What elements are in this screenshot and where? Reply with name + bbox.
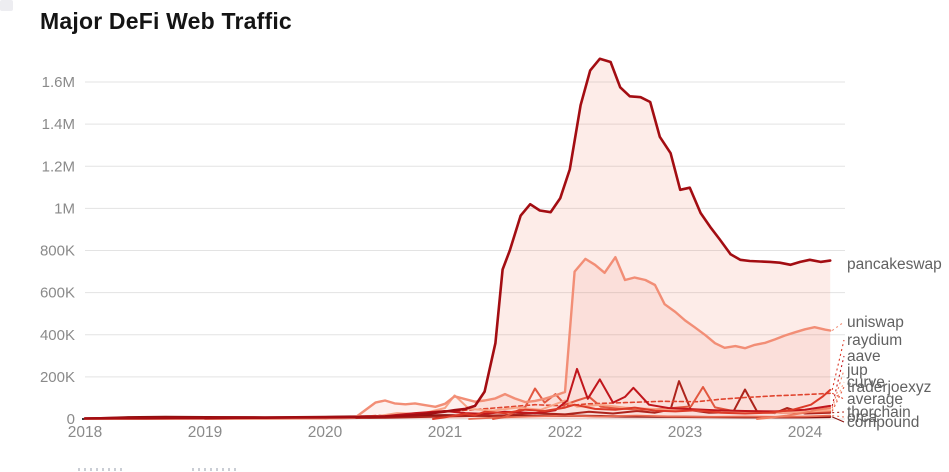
series-label-curve[interactable]: curve <box>847 374 885 391</box>
y-tick-800K: 800K <box>40 243 75 260</box>
series-area-uniswap <box>85 257 831 419</box>
series-area-pancakeswap <box>85 58 831 420</box>
y-tick-400K: 400K <box>40 327 75 344</box>
cutoff-text-fragment <box>78 468 124 471</box>
series-line-aave[interactable] <box>84 367 832 420</box>
y-tick-0: 0 <box>67 411 75 428</box>
y-tick-1.4M: 1.4M <box>42 116 75 133</box>
y-tick-1.6M: 1.6M <box>42 74 75 91</box>
series-label-pancakeswap[interactable]: pancakeswap <box>847 256 942 273</box>
leader-line-orca <box>832 415 845 418</box>
x-tick-2021: 2021 <box>428 424 462 441</box>
leader-line-compound <box>831 416 845 423</box>
series-label-average[interactable]: average <box>847 391 903 408</box>
leader-line-jup <box>831 369 845 409</box>
leader-line-raydium <box>831 339 845 391</box>
leader-line-uniswap <box>831 321 845 331</box>
window-corner-fragment <box>0 0 13 11</box>
leader-line-average <box>831 392 845 400</box>
x-tick-2018: 2018 <box>68 424 102 441</box>
leader-line-thorchain <box>832 411 845 414</box>
x-tick-2022: 2022 <box>548 424 582 441</box>
y-tick-200K: 200K <box>40 369 75 386</box>
series-label-aave[interactable]: aave <box>847 348 881 365</box>
series-label-jup[interactable]: jup <box>846 362 868 379</box>
cutoff-text-fragment <box>192 468 236 471</box>
y-tick-600K: 600K <box>40 285 75 302</box>
series-label-compound[interactable]: compound <box>847 414 919 431</box>
x-tick-2024: 2024 <box>788 424 823 441</box>
series-line-raydium[interactable] <box>432 388 832 420</box>
x-tick-2019: 2019 <box>188 424 222 441</box>
series-label-thorchain[interactable]: thorchain <box>847 404 911 421</box>
series-label-raydium[interactable]: raydium <box>847 332 902 349</box>
chart-title: Major DeFi Web Traffic <box>40 8 292 34</box>
series-label-orca[interactable]: orca <box>847 409 878 426</box>
series-line-pancakeswap[interactable] <box>83 57 832 420</box>
series-label-uniswap[interactable]: uniswap <box>847 314 904 331</box>
leader-line-aave <box>831 355 845 407</box>
y-tick-1.2M: 1.2M <box>42 158 75 175</box>
x-tick-2020: 2020 <box>308 424 343 441</box>
series-line-uniswap[interactable] <box>83 256 832 420</box>
x-tick-2023: 2023 <box>668 424 702 441</box>
series-label-traderjoexyz[interactable]: traderjoexyz <box>847 379 931 396</box>
y-tick-1M: 1M <box>54 200 75 217</box>
series-line-jup[interactable] <box>756 407 832 420</box>
